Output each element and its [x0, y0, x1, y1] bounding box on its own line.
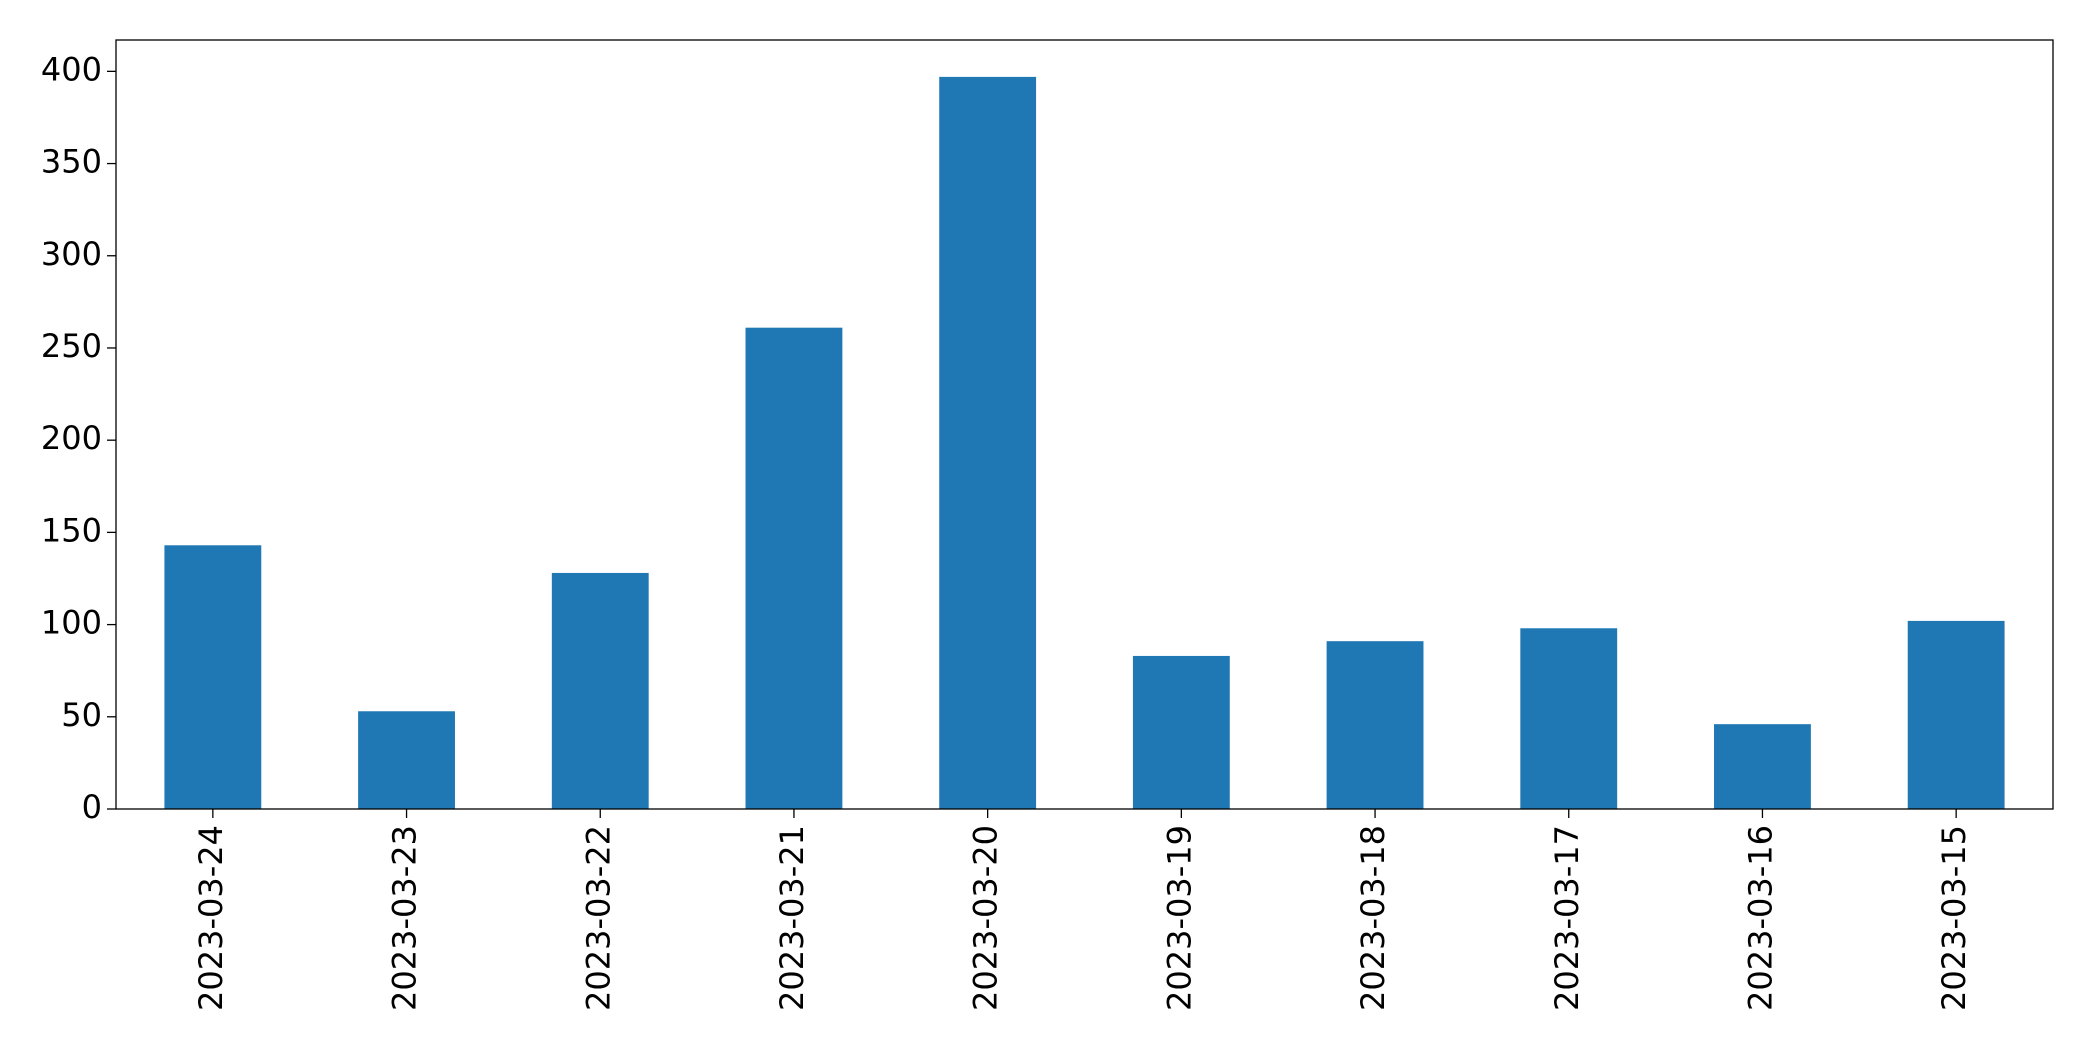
- y-tick-label: 0: [82, 788, 102, 826]
- y-tick-label: 300: [41, 235, 102, 273]
- x-tick-label: 2023-03-24: [192, 825, 230, 1011]
- bar: [1714, 724, 1811, 809]
- plot-frame: [115, 39, 2054, 810]
- x-tick-label: 2023-03-21: [773, 825, 811, 1011]
- y-tick-label: 350: [41, 143, 102, 181]
- y-tick-label: 50: [61, 696, 102, 734]
- bar: [358, 711, 455, 809]
- y-tick-label: 200: [41, 419, 102, 457]
- x-tick-label: 2023-03-20: [967, 825, 1005, 1011]
- bar: [551, 572, 649, 809]
- x-tick-label: 2023-03-22: [579, 825, 617, 1011]
- y-tick-label: 250: [41, 327, 102, 365]
- x-tick-label: 2023-03-15: [1935, 825, 1973, 1011]
- x-tick-label: 2023-03-17: [1548, 825, 1586, 1011]
- y-tick-label: 100: [41, 604, 102, 642]
- bar: [164, 545, 262, 809]
- bar: [1520, 628, 1618, 809]
- bar: [1907, 620, 2005, 809]
- bar: [1132, 655, 1230, 809]
- x-tick-label: 2023-03-19: [1160, 825, 1198, 1011]
- y-tick-label: 400: [41, 50, 102, 88]
- bar: [1326, 641, 1424, 809]
- x-tick-label: 2023-03-16: [1741, 825, 1779, 1011]
- bar: [939, 76, 1037, 809]
- y-tick-label: 150: [41, 511, 102, 549]
- bar: [745, 327, 843, 809]
- x-tick-label: 2023-03-23: [386, 825, 424, 1011]
- x-tick-label: 2023-03-18: [1354, 825, 1392, 1011]
